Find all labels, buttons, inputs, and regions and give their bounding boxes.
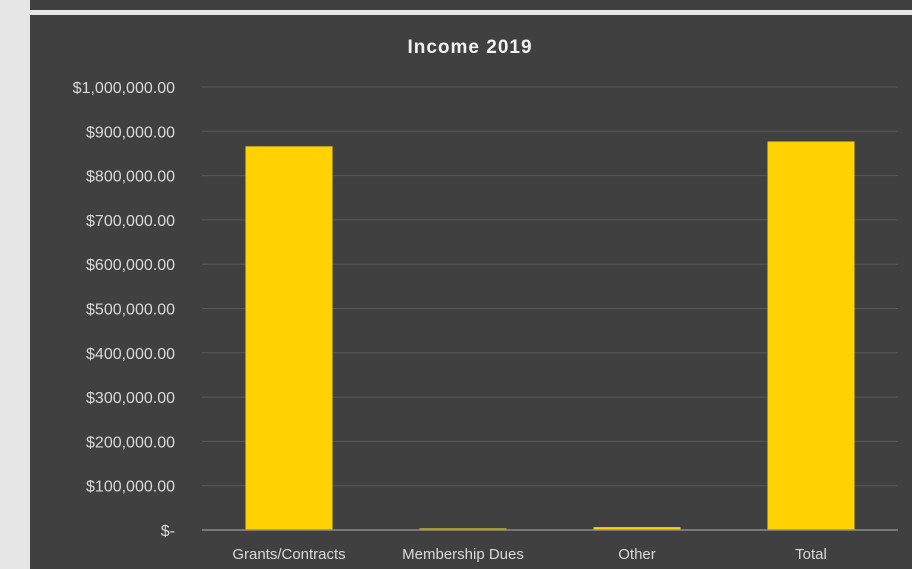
y-tick-label: $700,000.00 (86, 213, 175, 230)
bars (245, 141, 855, 530)
bar-total (767, 141, 855, 530)
y-tick-label: $1,000,000.00 (73, 80, 175, 97)
y-axis-tick-labels: $- $100,000.00 $200,000.00 $300,000.00 $400,… (73, 80, 175, 540)
bar-membership-dues (419, 528, 507, 530)
y-tick-label: $200,000.00 (86, 434, 175, 451)
y-tick-label: $400,000.00 (86, 346, 175, 363)
y-tick-label: $900,000.00 (86, 124, 175, 141)
y-tick-label: $500,000.00 (86, 302, 175, 319)
bar-grants-contracts (245, 146, 333, 530)
chart-panel: Income 2019 $- $100,000.00 $200,000.00 $300… (30, 15, 912, 569)
top-bar (30, 0, 912, 10)
x-tick-label: Total (795, 546, 827, 563)
x-axis-tick-labels: Grants/Contracts Membership Dues Other Tota… (232, 546, 827, 563)
x-tick-label: Other (618, 546, 656, 563)
y-tick-label: $800,000.00 (86, 169, 175, 186)
bar-other (593, 527, 681, 530)
income-bar-chart: Income 2019 $- $100,000.00 $200,000.00 $300… (73, 37, 898, 563)
y-tick-label: $100,000.00 (86, 479, 175, 496)
y-tick-label: $300,000.00 (86, 390, 175, 407)
x-tick-label: Membership Dues (402, 546, 524, 563)
x-tick-label: Grants/Contracts (232, 546, 345, 563)
y-tick-label: $- (161, 523, 175, 540)
y-tick-label: $600,000.00 (86, 257, 175, 274)
chart-title: Income 2019 (407, 37, 532, 58)
